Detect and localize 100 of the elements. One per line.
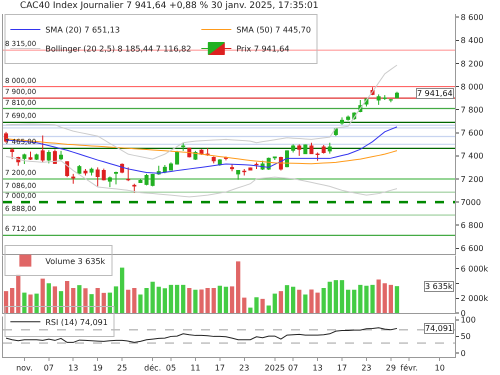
bar xyxy=(370,284,375,314)
bar xyxy=(193,290,198,314)
x-tick-label: 2025 xyxy=(264,364,285,373)
candlestick xyxy=(181,142,186,152)
legend-label: RSI (14) 74,091 xyxy=(45,318,108,327)
x-tick-label: 13 xyxy=(312,364,323,373)
x-tick-label: déc. xyxy=(144,364,162,373)
candlestick xyxy=(242,168,246,176)
bar xyxy=(224,286,228,314)
bar xyxy=(40,278,45,314)
candlestick xyxy=(340,116,344,126)
y-tick-label: 7 200 xyxy=(460,174,484,184)
y-tick-label: 8 000 xyxy=(460,82,484,92)
line-series xyxy=(6,327,398,343)
candlestick xyxy=(34,153,39,161)
candlestick xyxy=(40,134,45,163)
candlestick xyxy=(77,164,82,174)
candlestick xyxy=(248,166,252,172)
y-tick-label: 8 600 xyxy=(460,13,484,22)
bar xyxy=(334,280,338,314)
candlestick xyxy=(144,173,149,186)
bar xyxy=(144,288,149,314)
bar xyxy=(218,286,222,314)
annotation: 74,091 xyxy=(425,324,453,333)
candlestick xyxy=(114,171,118,185)
candlestick xyxy=(108,176,112,188)
x-tick-label: 23 xyxy=(239,364,250,373)
bar xyxy=(315,292,320,314)
y-tick-label: 6 000k xyxy=(460,264,488,274)
annotation: 3 635k xyxy=(425,282,453,291)
bar xyxy=(114,286,118,314)
candlestick xyxy=(297,144,302,156)
bar xyxy=(303,294,308,314)
line-series xyxy=(6,64,398,160)
y-tick-label: 7 600 xyxy=(460,128,484,138)
x-tick-label: 10 xyxy=(434,364,445,373)
bar xyxy=(199,290,204,314)
candlestick xyxy=(309,142,314,155)
x-tick-label: 19 xyxy=(92,364,103,373)
legend-label: Volume 3 635k xyxy=(45,256,106,266)
bar xyxy=(22,292,27,314)
candlestick xyxy=(102,168,106,181)
y-tick-label: 2 000k xyxy=(460,294,488,304)
y-tick-label: 100 xyxy=(460,316,476,325)
bar xyxy=(291,286,296,314)
y-tick-label: 50 xyxy=(460,332,471,342)
bar xyxy=(394,286,400,314)
legend-label: SMA (50) 7 445,70 xyxy=(236,26,311,35)
candlestick xyxy=(10,148,14,160)
legend-label: Prix 7 941,64 xyxy=(236,44,290,54)
bar xyxy=(284,285,290,314)
x-tick-label: 17 xyxy=(336,364,348,373)
candlestick xyxy=(272,156,277,161)
y-tick-label: 7 400 xyxy=(460,152,484,161)
candlestick xyxy=(303,144,308,155)
y-tick-label: 7000 xyxy=(460,198,481,207)
candlestick xyxy=(346,114,350,122)
y-tick-label: 8 400 xyxy=(460,36,484,46)
y-tick-label: 8 200 xyxy=(460,59,484,68)
bar xyxy=(248,308,253,314)
bar xyxy=(187,288,192,314)
bar xyxy=(138,294,143,314)
chart-title: CAC40 Index Journalier 7 941,64 +0,88 % 30 janv. 2025, 17:35:01 xyxy=(20,1,318,12)
candlestick xyxy=(388,98,393,103)
x-tick-label: 23 xyxy=(361,364,372,373)
y-tick-label: 0 xyxy=(460,348,466,358)
x-tick-label: 13 xyxy=(68,364,78,373)
bar xyxy=(340,280,344,314)
y-tick-label: 6 800 xyxy=(460,221,484,230)
candlestick xyxy=(322,144,326,154)
x-tick-label: 07 xyxy=(44,364,54,373)
x-tick-label: 07 xyxy=(288,364,298,373)
candlestick xyxy=(230,163,234,172)
bar xyxy=(168,284,174,314)
y-tick-label: 6 600 xyxy=(460,244,484,254)
y-tick-label: 0 xyxy=(460,308,466,318)
x-tick-label: févr. xyxy=(400,364,418,373)
candlestick xyxy=(52,149,57,164)
candlestick xyxy=(132,183,136,194)
bar xyxy=(46,283,51,314)
bar xyxy=(230,286,234,314)
candlestick xyxy=(22,153,26,164)
x-tick-label: 25 xyxy=(117,364,128,373)
candlestick xyxy=(382,94,387,100)
x-tick-label: 11 xyxy=(190,364,201,373)
legend-label: Bollinger (20 2,5) 8 185,44 7 116,82 xyxy=(45,44,192,54)
candlestick xyxy=(212,156,216,164)
bar xyxy=(364,286,369,314)
candlestick xyxy=(59,150,64,161)
annotation: 7 941,64 xyxy=(417,89,453,98)
candlestick xyxy=(96,166,100,187)
bar xyxy=(260,298,265,314)
legend-label: SMA (20) 7 651,13 xyxy=(45,26,120,35)
candlestick xyxy=(236,169,240,180)
candlestick xyxy=(28,151,32,161)
candlestick xyxy=(175,150,180,166)
line-series xyxy=(6,156,398,198)
x-tick-label: 17 xyxy=(214,364,225,373)
bar xyxy=(174,284,180,314)
candlestick xyxy=(138,178,142,184)
